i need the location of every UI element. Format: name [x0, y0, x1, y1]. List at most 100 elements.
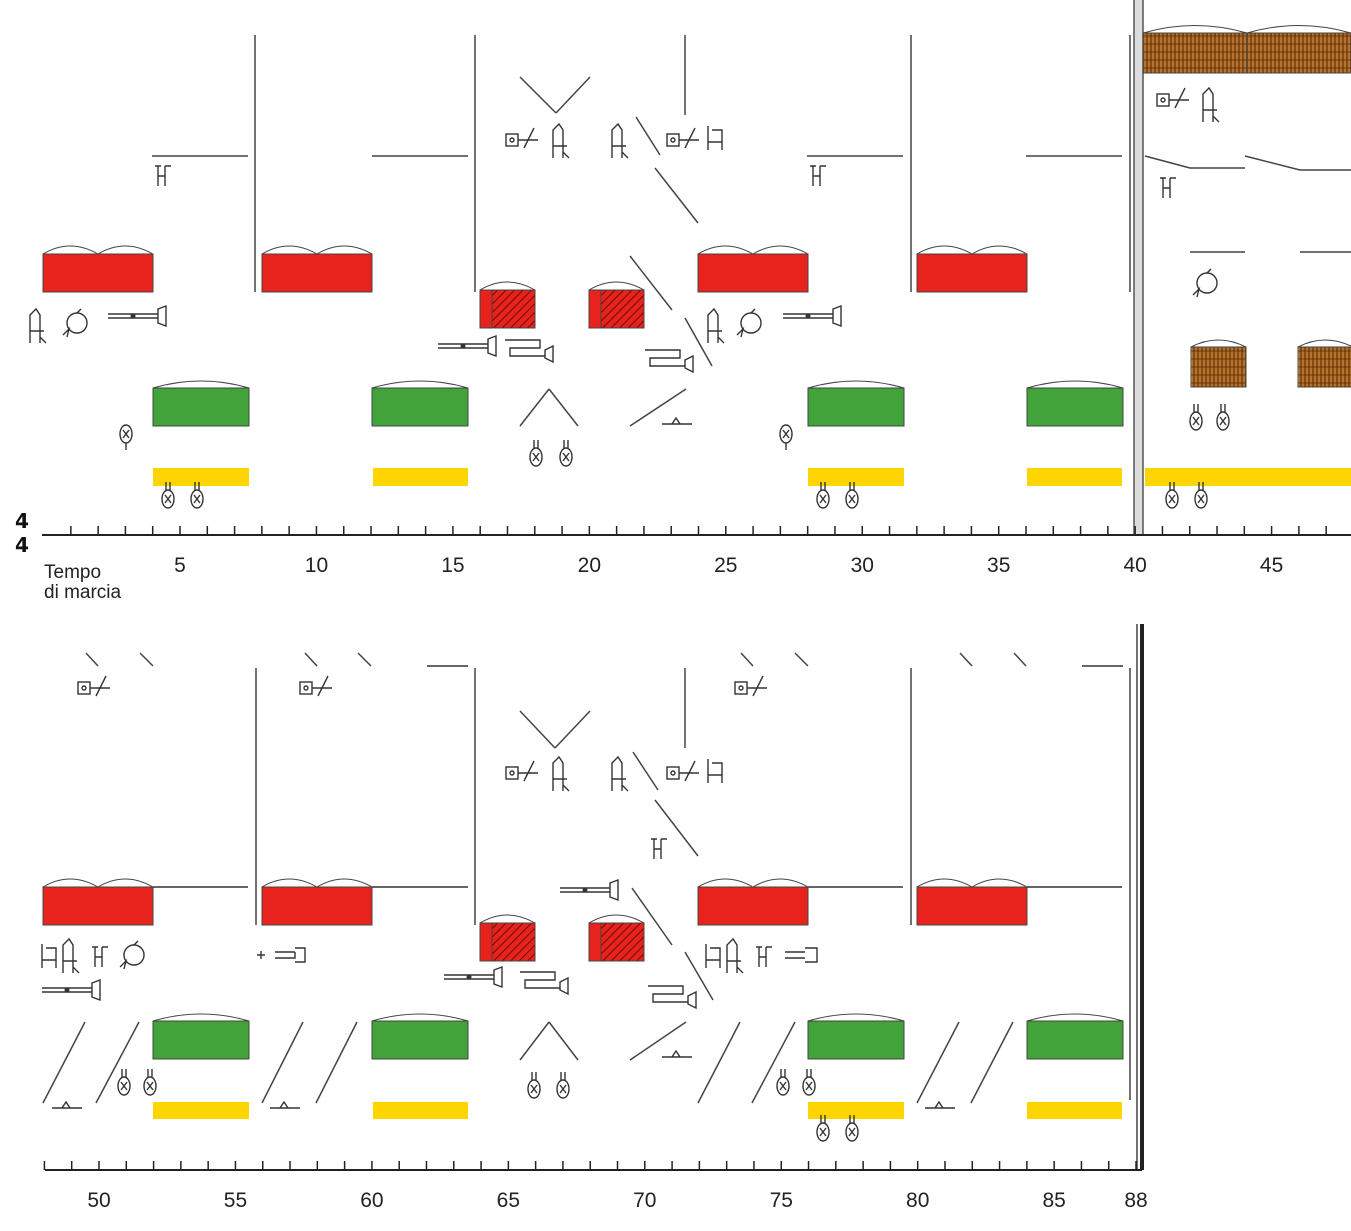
cymbal-icon: [269, 1101, 301, 1109]
horn-icon: [119, 940, 145, 970]
row-1: 4 4 Tempo di marcia 5 10 15 20 25 30 35 40 45: [15, 0, 1351, 603]
row1-tick-label: 10: [305, 554, 328, 577]
tuba-icon: [611, 123, 629, 159]
row1-tick-label: 20: [578, 554, 601, 577]
row2-tick-label: 55: [224, 1189, 247, 1212]
red-block: [261, 245, 373, 293]
row1-tick-label: 25: [714, 554, 737, 577]
row-2-staff-lines: [153, 665, 1123, 888]
green-block: [1026, 380, 1124, 427]
row2-tick-label: 80: [906, 1189, 929, 1212]
drum-icon: [776, 1068, 790, 1096]
bell-icon: [41, 943, 57, 969]
row1-tick-label: 35: [987, 554, 1010, 577]
trombone-icon: [504, 339, 554, 363]
trumpet-icon: [107, 305, 167, 327]
bell-icon: [705, 943, 721, 969]
tempo-label-line-1: Tempo: [44, 562, 101, 583]
clarinet-icon: [666, 127, 700, 149]
trumpet-icon: [559, 879, 619, 901]
horn-icon: [62, 308, 88, 338]
tuba-icon: [552, 756, 570, 792]
red-block: [697, 245, 809, 293]
cymbal-icon: [661, 417, 693, 425]
cymbal-icon: [924, 1101, 956, 1109]
tuba-icon: [552, 123, 570, 159]
cymbal-icon: [661, 1050, 693, 1058]
trumpet-icon: [443, 966, 503, 988]
bell-icon: [707, 125, 723, 151]
row-1-double-barline: [1133, 0, 1144, 535]
row2-tick-label: 65: [497, 1189, 520, 1212]
clarinet-icon: [505, 127, 539, 149]
green-block: [807, 1013, 905, 1060]
drum-icon: [1216, 403, 1230, 431]
row-1-yellow-bars: [153, 468, 1351, 486]
megaphone-icon: [785, 947, 818, 963]
row1-tick-label: 15: [441, 554, 464, 577]
red-block: [697, 878, 809, 926]
hatched-red-block: [479, 281, 536, 329]
h-icon: [755, 946, 773, 968]
tuba-icon: [62, 938, 80, 974]
row-2-final-barline: [1136, 624, 1144, 1170]
row2-tick-label: 50: [87, 1189, 110, 1212]
time-signature-top: 4: [15, 509, 29, 533]
row-1-bar-lines: [254, 35, 1131, 292]
hatched-red-block: [588, 914, 645, 962]
row2-tick-label: 70: [633, 1189, 656, 1212]
h-icon: [1159, 177, 1177, 199]
drum-icon: [119, 424, 133, 451]
row2-tick-label: 75: [770, 1189, 793, 1212]
drum-icon: [556, 1071, 570, 1099]
clarinet-icon: [734, 675, 768, 697]
drum-icon: [779, 424, 793, 451]
trombone-icon: [644, 349, 694, 373]
trombone-icon: [647, 985, 697, 1009]
row2-tick-label: 85: [1042, 1189, 1065, 1212]
drum-icon: [559, 439, 573, 467]
row2-tick-label: 88: [1124, 1189, 1147, 1212]
hatched-red-block: [588, 281, 645, 329]
drum-icon: [143, 1068, 157, 1096]
wood-block: [1297, 339, 1351, 388]
tuba-icon: [707, 308, 725, 344]
green-block: [371, 1013, 469, 1060]
green-block: [371, 380, 469, 427]
row1-tick-label: 5: [174, 554, 186, 577]
row-2: 50 55 60 65 70 75 80 85 88: [41, 624, 1148, 1212]
row-2-timeline-axis: 50 55 60 65 70 75 80 85 88: [43, 1161, 1148, 1212]
row-2-diagonals: [42, 652, 1027, 1104]
wood-block: [1190, 339, 1247, 388]
clarinet-icon: [299, 675, 333, 697]
row-1-diagonals: [519, 76, 713, 427]
clarinet-icon: [666, 760, 700, 782]
row-1-staff-lines: [152, 155, 1351, 253]
clarinet-icon: [77, 675, 111, 697]
green-block: [1026, 1013, 1124, 1060]
red-block: [916, 878, 1028, 926]
row-2-bar-lines: [255, 668, 1131, 1100]
trumpet-icon: [437, 335, 497, 357]
clarinet-icon: [1156, 87, 1190, 109]
row-1-timeline-axis: 4 4 Tempo di marcia 5 10 15 20 25 30 35 40 45: [15, 509, 1351, 603]
h-icon: [91, 946, 109, 968]
horn-icon: [1192, 268, 1218, 298]
clarinet-icon: [505, 760, 539, 782]
tempo-label-line-2: di marcia: [44, 582, 122, 603]
h-icon: [154, 165, 172, 187]
row1-tick-label: 40: [1123, 554, 1146, 577]
bell-icon: [707, 758, 723, 784]
h-icon: [650, 838, 668, 860]
h-icon: [809, 165, 827, 187]
row-2-instrument-symbols: [41, 675, 956, 1142]
tuba-icon: [1202, 87, 1220, 123]
time-signature-bottom: 4: [15, 533, 29, 557]
tuba-icon: [29, 308, 47, 344]
trumpet-icon: [782, 305, 842, 327]
row-2-yellow-bars: [153, 1102, 1122, 1119]
drum-icon: [527, 1071, 541, 1099]
row1-tick-label: 30: [851, 554, 874, 577]
trombone-icon: [519, 971, 569, 995]
